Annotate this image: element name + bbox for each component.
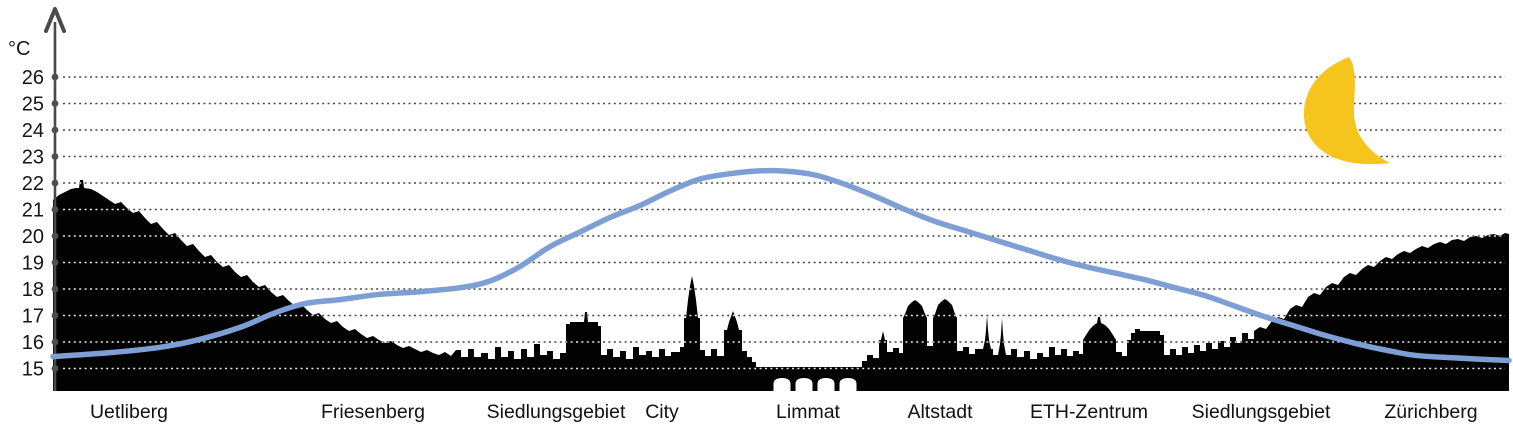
y-tick-label-24: 24 [22,120,44,142]
tick-dot-17 [51,312,59,319]
tick-dot-20 [51,232,59,240]
y-axis-arrowhead-icon [44,7,66,33]
x-label-siedlungsgebiet-2: Siedlungsgebiet [487,401,626,423]
x-label-city-3: City [645,401,679,423]
x-label-z-richberg-8: Zürichberg [1384,401,1477,423]
y-tick-label-19: 19 [22,253,44,275]
tick-dot-16 [51,338,59,346]
x-label-uetliberg-0: Uetliberg [90,401,168,423]
tick-dot-22 [51,179,59,187]
tick-dot-15 [51,365,59,372]
tick-dot-24 [51,126,59,134]
y-tick-label-20: 20 [22,226,44,248]
moon-icon [1303,57,1390,165]
tick-dot-18 [51,285,59,293]
bridge-arch [773,378,791,391]
y-tick-label-18: 18 [22,279,44,301]
tick-dot-23 [51,153,59,160]
y-tick-label-26: 26 [22,67,44,89]
bridge-arch [839,378,857,391]
tick-dot-21 [51,206,59,213]
x-label-siedlungsgebiet-7: Siedlungsgebiet [1192,401,1331,423]
y-axis-unit-label: °C [8,38,30,60]
y-tick-label-15: 15 [22,359,44,381]
temperature-curve [50,167,1512,364]
y-tick-label-22: 22 [22,173,44,195]
y-tick-label-23: 23 [22,147,44,169]
x-label-eth-zentrum-6: ETH-Zentrum [1030,401,1148,423]
tick-dot-25 [51,100,59,107]
bridge-arch [795,378,813,391]
y-tick-label-16: 16 [22,332,44,354]
tick-dot-26 [51,73,59,81]
bridge-arch [817,378,835,391]
tick-dot-19 [51,259,59,266]
x-label-limmat-4: Limmat [776,401,841,423]
y-tick-label-25: 25 [22,94,44,116]
y-tick-label-17: 17 [22,306,44,328]
zurich-skyline-silhouette [53,180,1509,391]
x-label-altstadt-5: Altstadt [907,401,973,423]
y-tick-label-21: 21 [22,200,44,222]
x-label-friesenberg-1: Friesenberg [321,401,425,423]
